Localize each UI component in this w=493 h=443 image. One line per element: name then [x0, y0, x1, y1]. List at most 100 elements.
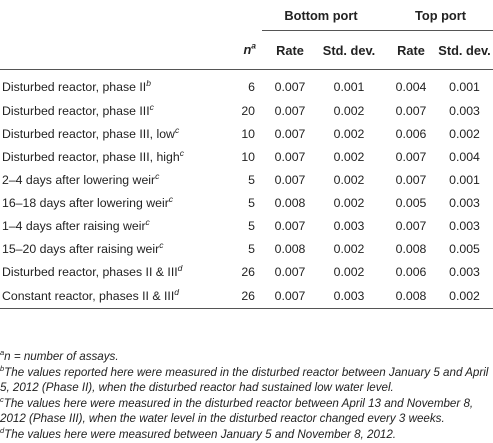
condition-cell: Disturbed reactor, phase IIb [0, 70, 218, 100]
bottom-port-group-header: Bottom port [262, 0, 380, 31]
n-cell: 6 [248, 79, 255, 94]
group-header-row: Bottom port Top port [0, 0, 493, 31]
bottom-std-dev-cell: 0.002 [333, 172, 365, 187]
bottom-rate-cell: 0.007 [274, 79, 306, 94]
top-rate-cell: 0.008 [380, 283, 436, 309]
footnote: bThe values reported here were measured … [0, 363, 493, 396]
top-std-dev-cell: 0.005 [449, 241, 480, 256]
top-rate-cell: 0.007 [395, 172, 427, 187]
footnote-mark: d [174, 286, 179, 297]
table-row: Disturbed reactor, phases II & IIId 26 0.0… [0, 260, 493, 283]
n-header-label: n [243, 42, 252, 58]
condition-label: Disturbed reactor, phase III, low [2, 126, 175, 141]
condition-label: 1–4 days after raising weir [2, 218, 146, 233]
top-std-dev-header: Std. dev. [436, 30, 493, 70]
condition-cell: Constant reactor, phases II & IIId [0, 283, 218, 309]
condition-header [0, 30, 218, 70]
footnote-mark: d [177, 262, 183, 273]
condition-label: Disturbed reactor, phase III [2, 103, 150, 118]
column-header-row: na Rate Std. dev. Rate Std. dev. [0, 30, 493, 70]
bottom-std-dev-cell: 0.002 [333, 126, 365, 141]
blank-header-cell [218, 0, 262, 31]
condition-label: 16–18 days after lowering weir [2, 195, 169, 210]
footnote: cThe values here were measured in the di… [0, 396, 493, 427]
bottom-rate-cell: 0.007 [274, 264, 306, 279]
table-row: 16–18 days after lowering weirc 5 0.008 0.0… [0, 191, 493, 214]
bottom-rate-cell: 0.007 [262, 283, 318, 309]
data-table: Bottom port Top port na Rate Std. dev. R… [0, 0, 493, 309]
table-row: 15–20 days after raising weirc 5 0.008 0.00… [0, 237, 493, 260]
bottom-rate-cell: 0.007 [274, 103, 306, 118]
top-rate-cell: 0.007 [395, 103, 427, 118]
top-rate-cell: 0.006 [395, 126, 427, 141]
footnote: an = number of assays. [0, 349, 493, 365]
footnote-mark: c [159, 239, 164, 250]
condition-cell: Disturbed reactor, phase III, highc [0, 145, 218, 168]
n-header-sup: a [251, 40, 256, 51]
bottom-std-dev-cell: 0.001 [333, 79, 365, 94]
n-cell: 26 [218, 283, 262, 309]
footnote-text: The values here were measured in the dis… [0, 396, 474, 426]
top-rate-cell: 0.005 [395, 195, 427, 210]
footnote-mark: c [149, 101, 154, 112]
table-row: 2–4 days after lowering weirc 5 0.007 0.002… [0, 168, 493, 191]
bottom-rate-cell: 0.007 [274, 126, 306, 141]
bottom-std-dev-cell: 0.002 [333, 149, 365, 164]
footnote-mark: c [155, 170, 160, 181]
condition-cell: Disturbed reactor, phase III, lowc [0, 122, 218, 145]
top-std-dev-cell: 0.003 [449, 264, 480, 279]
top-rate-cell: 0.004 [395, 79, 427, 94]
footnote-mark: c [179, 147, 184, 158]
condition-cell: 1–4 days after raising weirc [0, 214, 218, 237]
blank-header-cell [0, 0, 218, 31]
bottom-rate-cell: 0.008 [274, 241, 306, 256]
condition-label: Disturbed reactor, phase III, high [2, 149, 180, 164]
footnote-mark: c [0, 394, 4, 404]
footnote: dThe values here were measured between J… [0, 427, 493, 443]
n-cell: 10 [241, 149, 255, 164]
condition-cell: 15–20 days after raising weirc [0, 237, 218, 260]
table-row: 1–4 days after raising weirc 5 0.007 0.003 0… [0, 214, 493, 237]
bottom-std-dev-cell: 0.002 [333, 264, 365, 279]
footnote-mark: b [0, 363, 5, 373]
bottom-std-dev-cell: 0.002 [333, 195, 365, 210]
table-row: Disturbed reactor, phase IIb 6 0.007 0.001 0… [0, 70, 493, 100]
condition-label: Constant reactor, phases II & III [2, 288, 175, 303]
condition-label: Disturbed reactor, phase II [2, 79, 147, 94]
table-body: Disturbed reactor, phase IIb 6 0.007 0.001 0… [0, 70, 493, 309]
bottom-rate-cell: 0.007 [274, 149, 306, 164]
top-std-dev-cell: 0.003 [449, 103, 480, 118]
bottom-std-dev-header: Std. dev. [318, 30, 380, 70]
footnote-mark: c [145, 216, 150, 227]
footnote-text: n = number of assays. [4, 350, 119, 363]
table-row: Disturbed reactor, phase III, lowc 10 0.00… [0, 122, 493, 145]
condition-label: 15–20 days after raising weir [2, 241, 160, 256]
bottom-std-dev-cell: 0.003 [333, 218, 365, 233]
footnote-mark: d [0, 426, 5, 436]
top-std-dev-cell: 0.004 [449, 149, 480, 164]
bottom-rate-cell: 0.008 [274, 195, 306, 210]
bottom-std-dev-cell: 0.002 [333, 103, 365, 118]
top-rate-cell: 0.006 [395, 264, 427, 279]
n-header: na [218, 30, 262, 70]
condition-cell: Disturbed reactor, phase IIIc [0, 99, 218, 122]
condition-cell: 2–4 days after lowering weirc [0, 168, 218, 191]
data-table-container: Bottom port Top port na Rate Std. dev. R… [0, 0, 493, 309]
n-cell: 26 [241, 264, 255, 279]
footnote-mark: c [174, 124, 180, 135]
top-std-dev-cell: 0.003 [449, 218, 480, 233]
bottom-rate-header: Rate [262, 30, 318, 70]
n-cell: 5 [248, 218, 255, 233]
n-cell: 5 [248, 241, 255, 256]
bottom-rate-cell: 0.007 [274, 172, 306, 187]
top-std-dev-cell: 0.002 [436, 283, 493, 309]
top-port-group-header: Top port [380, 0, 493, 31]
top-std-dev-cell: 0.003 [449, 195, 480, 210]
top-rate-header: Rate [380, 30, 436, 70]
table-row: Disturbed reactor, phase IIIc 20 0.007 0.00… [0, 99, 493, 122]
bottom-rate-cell: 0.007 [274, 218, 306, 233]
top-rate-cell: 0.007 [395, 149, 427, 164]
bottom-std-dev-cell: 0.003 [318, 283, 380, 309]
footnote-mark: b [146, 77, 151, 88]
table-row: Disturbed reactor, phase III, highc 10 0.0… [0, 145, 493, 168]
